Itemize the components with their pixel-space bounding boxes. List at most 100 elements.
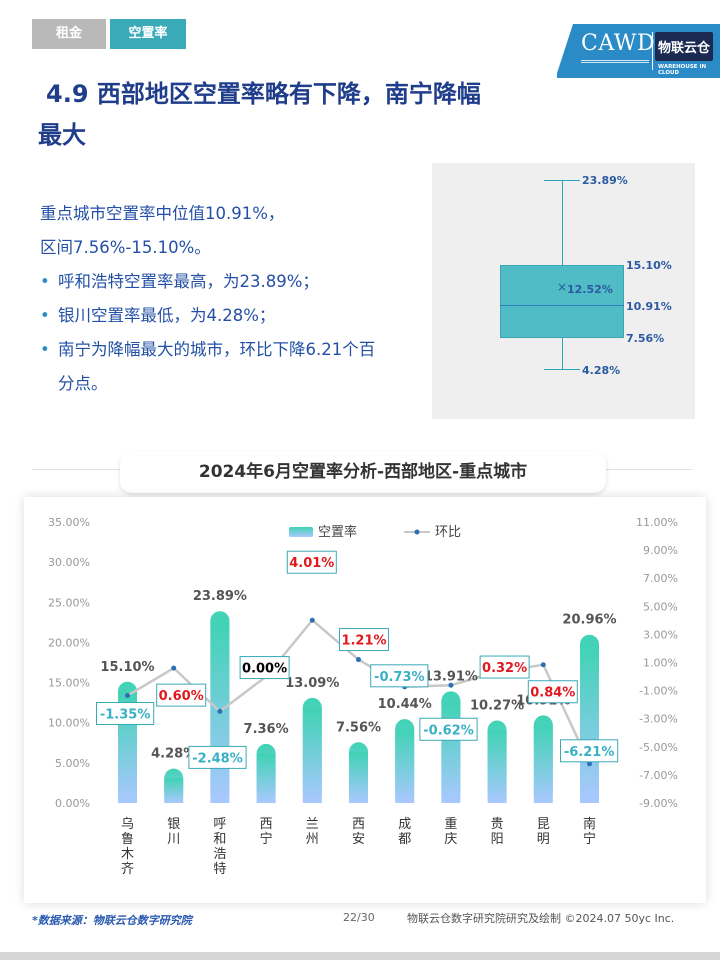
y-left-tick-label: 20.00% [48, 636, 90, 649]
footer-credit: 物联云仓数字研究院研究及绘制 ©2024.07 50yc Inc. [407, 912, 675, 925]
logo-underline-icon [581, 60, 649, 63]
bar-vacancy-body [302, 707, 322, 803]
mom-point [356, 657, 361, 663]
bottom-bar [0, 952, 720, 960]
bar-value-label: 10.44% [378, 697, 432, 712]
mom-point [448, 682, 454, 688]
x-category-label: 宁 [583, 831, 596, 847]
x-category-label: 明 [537, 832, 550, 847]
mom-point [171, 665, 177, 671]
summary-bullet: 银川空置率最低，为4.28%； [40, 299, 430, 333]
y-right-tick-label: 7.00% [643, 572, 678, 585]
chart-panel: 空置率 环比 0.00% 5.00% 10.00% 15.00% 20.00% 25.00… [24, 497, 706, 903]
y-left-tick-label: 25.00% [48, 596, 90, 609]
summary-text: 重点城市空置率中位值10.91%， 区间7.56%-15.10%。 呼和浩特空置… [40, 197, 430, 401]
boxplot-min-label: 4.28% [582, 364, 621, 377]
y-right-tick-label: 1.00% [643, 657, 678, 670]
tab-rent[interactable]: 租金 [32, 19, 106, 49]
bar-value-label: 13.91% [424, 669, 478, 684]
legend-marker-icon [414, 529, 420, 535]
y-right-tick-label: -1.00% [639, 685, 678, 698]
x-category-label: 安 [352, 832, 365, 847]
page-title-line2: 最大 [38, 121, 86, 149]
mom-point [125, 693, 130, 699]
mom-label-box [527, 680, 578, 704]
summary-line2: 区间7.56%-15.10%。 [40, 238, 211, 257]
mom-point [587, 761, 592, 767]
bar-value-label: 20.96% [562, 613, 616, 628]
mom-value-label: -0.73% [374, 670, 425, 685]
summary-bullet: 南宁为降幅最大的城市，环比下降6.21个百 [40, 333, 430, 367]
bar-vacancy-body [580, 644, 599, 803]
boxplot-q1-label: 7.56% [626, 332, 665, 345]
logo-brand: 物联云仓 [655, 32, 714, 61]
x-category-label: 贵 [491, 817, 504, 832]
x-category-label: 川 [167, 832, 180, 847]
y-left-tick-label: 15.00% [48, 677, 90, 690]
mom-value-label: -6.21% [564, 745, 615, 760]
x-category-label: 南 [583, 816, 596, 832]
vacancy-chart: 空置率 环比 0.00% 5.00% 10.00% 15.00% 20.00% 25.00… [48, 516, 678, 877]
bar-vacancy-body [164, 778, 184, 803]
x-category-label: 都 [398, 832, 411, 847]
legend-line-label: 环比 [435, 525, 461, 540]
summary-bullet-continued: 分点。 [58, 374, 108, 393]
bar-value-label: 15.10% [100, 660, 154, 675]
bar-vacancy-body [487, 730, 507, 803]
boxplot-upper-whisker [562, 180, 563, 265]
logo-divider [652, 32, 653, 70]
mom-value-label: -1.35% [100, 708, 151, 723]
x-category-label: 特 [213, 862, 226, 877]
y-right-tick-label: -3.00% [639, 713, 678, 726]
page-number: 22/30 [343, 911, 375, 924]
bar-value-label: 10.27% [470, 699, 524, 714]
mom-value-label: 1.21% [341, 634, 386, 649]
x-category-label: 州 [306, 832, 319, 847]
boxplot-mean-icon: × [557, 280, 568, 294]
bar-vacancy-body [441, 700, 461, 803]
x-category-label: 西 [260, 817, 273, 832]
mom-label-box [286, 550, 337, 574]
x-category-label: 阳 [491, 832, 504, 847]
mom-value-label: -0.62% [423, 723, 474, 738]
bar-value-label: 4.28% [151, 747, 196, 762]
y-right-tick-label: 9.00% [643, 544, 678, 557]
mom-label-box [479, 655, 530, 679]
y-right-tick-label: -7.00% [639, 769, 678, 782]
cawd-logo: CAWD 物联云仓 WAREHOUSE IN CLOUD [539, 24, 720, 78]
bar-value-label: 7.36% [244, 722, 289, 737]
boxplot-median-label: 10.91% [626, 300, 672, 313]
chart-title: 2024年6月空置率分析-西部地区-重点城市 [120, 451, 606, 493]
legend-bar-label: 空置率 [318, 524, 357, 540]
x-category-label: 和 [213, 832, 226, 847]
boxplot-max-label: 23.89% [582, 174, 628, 187]
mom-label-box [560, 739, 619, 763]
x-category-label: 成 [398, 817, 411, 832]
y-right-tick-label: 5.00% [643, 600, 678, 613]
x-category-label: 浩 [213, 847, 226, 862]
boxplot-panel: × 12.52% 23.89% 15.10% 10.91% 7.56% 4.28… [432, 163, 695, 419]
mom-value-label: 0.84% [530, 686, 575, 701]
mom-label-box [96, 702, 155, 726]
x-category-label: 重 [444, 816, 457, 832]
logo-slash-icon [539, 24, 573, 78]
mom-value-label: 0.60% [159, 689, 204, 704]
mom-label-box [419, 717, 478, 741]
tab-vacancy[interactable]: 空置率 [110, 19, 186, 49]
summary-line1: 重点城市空置率中位值10.91%， [40, 204, 285, 223]
mom-value-label: -2.48% [192, 751, 243, 766]
y-right-tick-label: -9.00% [639, 797, 678, 810]
bar-value-label: 7.56% [336, 720, 381, 735]
page-title: 4.9 西部地区空置率略有下降，南宁降幅 最大 [38, 74, 548, 156]
bar-value-label: 13.09% [285, 676, 339, 691]
mom-value-label: 0.00% [242, 662, 287, 677]
x-category-label: 兰 [306, 817, 319, 832]
x-category-label: 西 [352, 817, 365, 832]
bar-vacancy-body [395, 728, 415, 803]
mom-label-box [239, 656, 290, 680]
bar-vacancy-body [256, 753, 276, 803]
x-category-label: 木 [121, 847, 134, 862]
page-title-line1: 4.9 西部地区空置率略有下降，南宁降幅 [46, 80, 481, 108]
mom-value-label: 0.32% [482, 661, 527, 676]
chart-legend: 空置率 环比 [289, 524, 461, 540]
